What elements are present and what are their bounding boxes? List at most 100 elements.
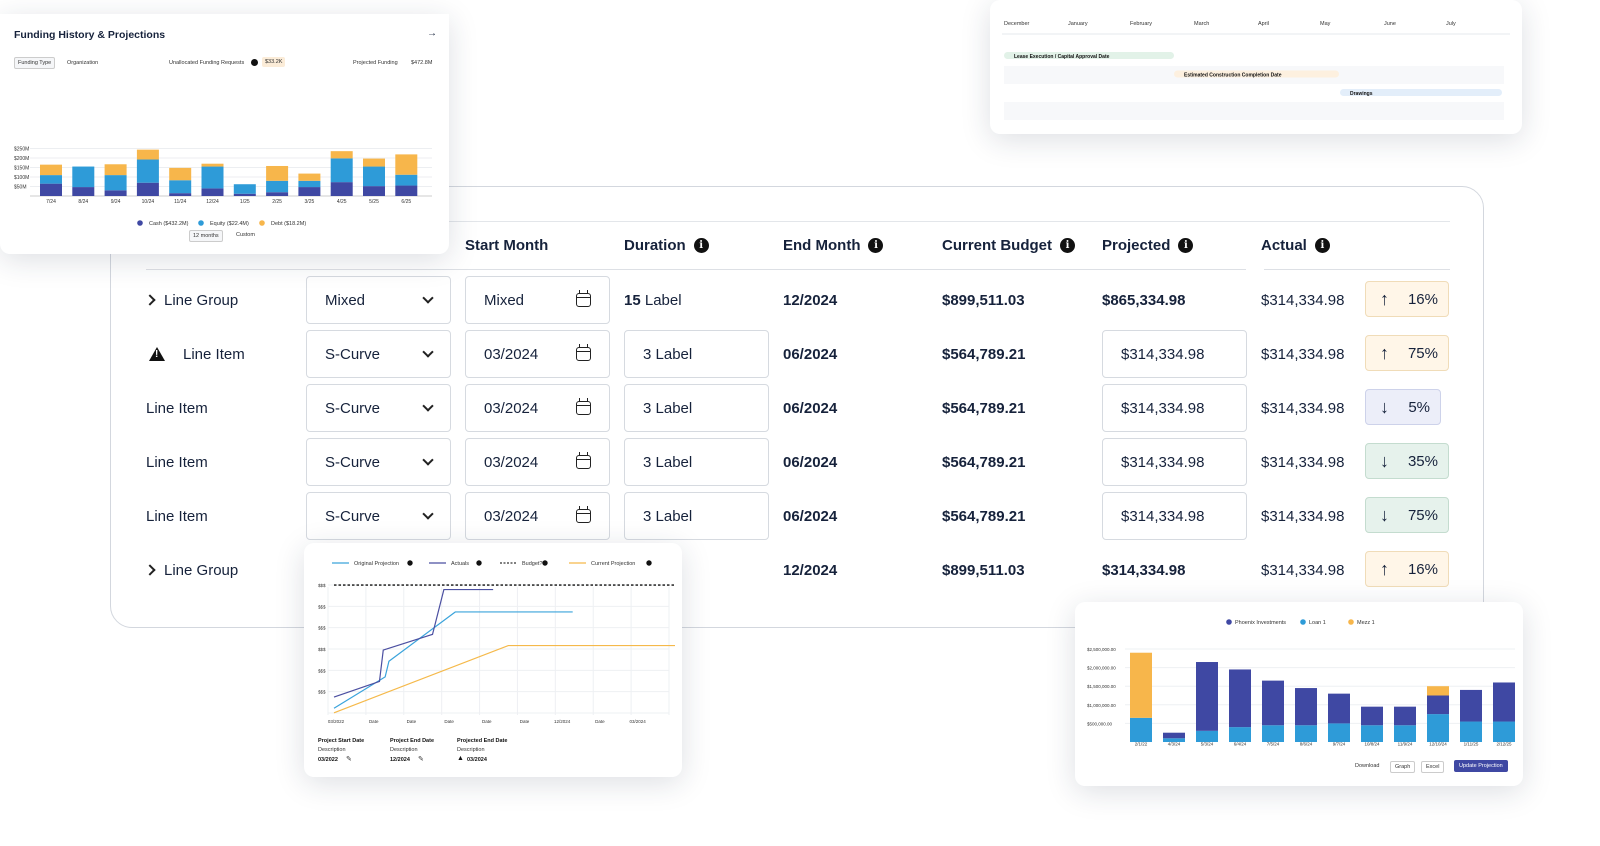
bar-segment[interactable] — [298, 173, 321, 181]
timeline-bar[interactable] — [1340, 89, 1502, 96]
duration-input[interactable]: 3 Label — [624, 492, 769, 540]
bar-segment[interactable] — [169, 180, 192, 194]
tab-organization[interactable]: Organization — [67, 60, 99, 66]
timeline-bar[interactable] — [1004, 52, 1174, 59]
bar-segment[interactable] — [233, 184, 256, 194]
bar-segment[interactable] — [1427, 695, 1449, 715]
series-line[interactable] — [333, 644, 675, 714]
timeline-bar[interactable] — [1174, 70, 1339, 78]
projected-input[interactable]: $314,334.98 — [1102, 330, 1247, 378]
bar-segment[interactable] — [72, 187, 95, 196]
projected-input[interactable]: $314,334.98 — [1102, 492, 1247, 540]
bar-segment[interactable] — [363, 186, 385, 196]
bar-segment[interactable] — [136, 159, 159, 183]
bar-segment[interactable] — [1493, 721, 1515, 742]
bar-segment[interactable] — [330, 182, 353, 196]
info-icon[interactable] — [407, 560, 413, 566]
bar-segment[interactable] — [1295, 688, 1317, 726]
bar-segment[interactable] — [1328, 723, 1350, 742]
info-icon[interactable]: i — [1178, 238, 1194, 253]
bar-segment[interactable] — [1163, 738, 1185, 742]
excel-button[interactable]: Excel — [1421, 761, 1445, 773]
bar-segment[interactable] — [1394, 706, 1416, 726]
bar-segment[interactable] — [40, 175, 62, 184]
bar-segment[interactable] — [298, 180, 321, 188]
chevron-right-icon[interactable] — [144, 294, 156, 306]
series-line[interactable] — [333, 611, 573, 709]
calendar-icon[interactable] — [576, 506, 591, 523]
info-icon[interactable]: i — [1314, 238, 1330, 253]
bar-segment[interactable] — [104, 164, 127, 176]
bar-segment[interactable] — [104, 190, 127, 196]
bar-segment[interactable] — [1130, 717, 1152, 742]
bar-segment[interactable] — [1196, 730, 1218, 742]
info-icon[interactable]: i — [868, 238, 884, 253]
bar-segment[interactable] — [136, 182, 159, 196]
bar-segment[interactable] — [363, 166, 385, 187]
duration-input[interactable]: 3 Label — [624, 330, 769, 378]
calendar-icon[interactable] — [576, 452, 591, 469]
download-button[interactable]: Download — [1355, 763, 1380, 769]
bar-segment[interactable] — [266, 165, 289, 181]
info-icon[interactable]: i — [1060, 238, 1075, 253]
duration-input[interactable]: 3 Label — [624, 438, 769, 486]
bar-segment[interactable] — [1460, 689, 1482, 722]
bar-segment[interactable] — [201, 188, 224, 196]
pencil-icon[interactable]: ✎ — [418, 756, 424, 763]
bar-segment[interactable] — [1361, 706, 1383, 726]
bar-segment[interactable] — [40, 164, 62, 176]
start-month-input[interactable]: Mixed — [465, 276, 610, 324]
projected-input[interactable]: $314,334.98 — [1102, 384, 1247, 432]
calendar-icon[interactable] — [576, 290, 591, 307]
curve-type-select[interactable]: S-Curve — [306, 384, 451, 432]
bar-segment[interactable] — [266, 192, 289, 196]
bar-segment[interactable] — [363, 158, 385, 167]
tab-funding-type[interactable]: Funding Type — [14, 57, 56, 69]
calendar-icon[interactable] — [576, 344, 591, 361]
update-projection-button[interactable]: Update Projection — [1454, 760, 1508, 772]
start-month-input[interactable]: 03/2024 — [465, 330, 610, 378]
bar-segment[interactable] — [330, 151, 353, 159]
graph-button[interactable]: Graph — [1390, 761, 1416, 773]
bar-segment[interactable] — [104, 175, 127, 191]
start-month-input[interactable]: 03/2024 — [465, 438, 610, 486]
bar-segment[interactable] — [298, 187, 321, 196]
bar-segment[interactable] — [169, 193, 192, 196]
range-custom[interactable]: Custom — [236, 232, 255, 238]
bar-segment[interactable] — [1427, 686, 1449, 696]
bar-segment[interactable] — [1328, 693, 1350, 724]
curve-type-select[interactable]: S-Curve — [306, 492, 451, 540]
bar-segment[interactable] — [233, 193, 256, 196]
bar-segment[interactable] — [1361, 725, 1383, 742]
bar-segment[interactable] — [1493, 682, 1515, 722]
bar-segment[interactable] — [395, 185, 418, 196]
info-icon[interactable] — [542, 560, 548, 566]
bar-segment[interactable] — [1163, 732, 1185, 739]
info-icon[interactable]: i — [693, 238, 709, 253]
bar-segment[interactable] — [40, 183, 62, 196]
bar-segment[interactable] — [136, 149, 159, 160]
bar-segment[interactable] — [266, 180, 289, 193]
bar-segment[interactable] — [1229, 727, 1251, 742]
curve-type-select[interactable]: S-Curve — [306, 438, 451, 486]
line-name-cell[interactable]: Line Group — [144, 276, 238, 324]
start-month-input[interactable]: 03/2024 — [465, 492, 610, 540]
bar-segment[interactable] — [1460, 721, 1482, 742]
bar-segment[interactable] — [201, 163, 224, 167]
arrow-right-icon[interactable]: → — [427, 28, 437, 39]
bar-segment[interactable] — [72, 166, 95, 188]
bar-segment[interactable] — [395, 154, 418, 175]
bar-segment[interactable] — [201, 166, 224, 189]
bar-segment[interactable] — [1394, 725, 1416, 742]
calendar-icon[interactable] — [576, 398, 591, 415]
info-icon[interactable] — [646, 560, 652, 566]
bar-segment[interactable] — [1427, 714, 1449, 742]
pencil-icon[interactable]: ✎ — [346, 756, 352, 763]
info-icon[interactable] — [476, 560, 482, 566]
series-line[interactable] — [333, 588, 494, 698]
line-name-cell[interactable]: Line Group — [144, 546, 238, 594]
bar-segment[interactable] — [1130, 652, 1152, 718]
bar-segment[interactable] — [169, 167, 192, 181]
bar-segment[interactable] — [1262, 680, 1284, 726]
bar-segment[interactable] — [1262, 725, 1284, 742]
